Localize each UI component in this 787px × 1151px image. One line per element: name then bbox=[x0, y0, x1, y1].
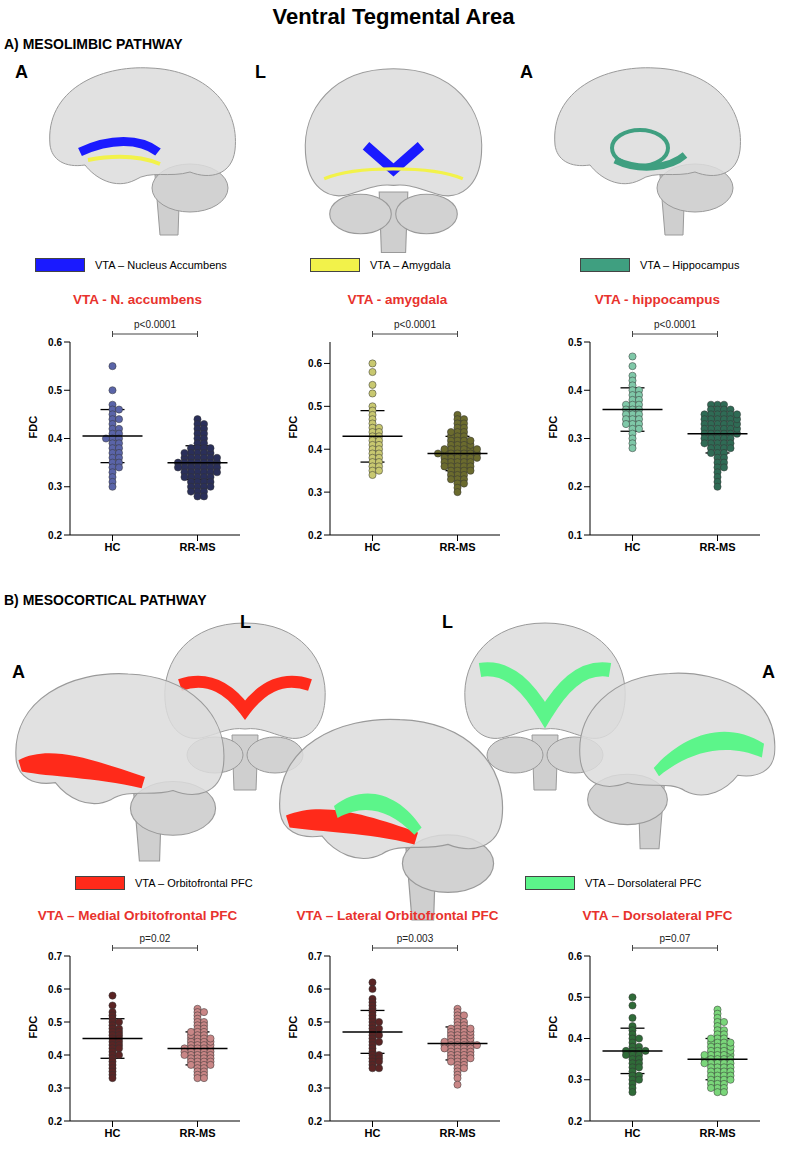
svg-text:FDC: FDC bbox=[287, 1016, 299, 1039]
svg-text:0.6: 0.6 bbox=[48, 984, 62, 995]
svg-text:HC: HC bbox=[365, 541, 381, 553]
svg-text:0.2: 0.2 bbox=[308, 530, 322, 541]
svg-text:0.5: 0.5 bbox=[568, 337, 582, 348]
html-text:VTA – Hippocampus: VTA – Hippocampus bbox=[640, 259, 740, 271]
html-text:VTA – Orbitofrontal PFC: VTA – Orbitofrontal PFC bbox=[135, 877, 253, 889]
svg-text:p<0.0001: p<0.0001 bbox=[394, 319, 436, 330]
svg-text:0.1: 0.1 bbox=[568, 530, 582, 541]
svg-text:0.3: 0.3 bbox=[48, 1083, 62, 1094]
html-text:VTA – Medial Orbitofrontal PFC: VTA – Medial Orbitofrontal PFC bbox=[37, 908, 238, 923]
svg-text:0.3: 0.3 bbox=[48, 481, 62, 492]
svg-text:0.4: 0.4 bbox=[48, 1050, 62, 1061]
html-text:B) MESOCORTICAL PATHWAY: B) MESOCORTICAL PATHWAY bbox=[4, 592, 207, 608]
svg-text:FDC: FDC bbox=[287, 416, 299, 439]
svg-text:0.2: 0.2 bbox=[48, 1116, 62, 1127]
svg-text:0.5: 0.5 bbox=[48, 385, 62, 396]
svg-text:0.4: 0.4 bbox=[568, 385, 582, 396]
svg-text:FDC: FDC bbox=[547, 1016, 559, 1039]
svg-text:0.6: 0.6 bbox=[48, 337, 62, 348]
svg-text:RR-MS: RR-MS bbox=[179, 541, 215, 553]
svg-text:0.6: 0.6 bbox=[568, 951, 582, 962]
svg-text:p=0.003: p=0.003 bbox=[397, 933, 434, 944]
svg-text:RR-MS: RR-MS bbox=[699, 1127, 735, 1139]
svg-text:0.5: 0.5 bbox=[308, 401, 322, 412]
svg-text:p<0.0001: p<0.0001 bbox=[654, 319, 696, 330]
svg-text:p=0.02: p=0.02 bbox=[140, 933, 171, 944]
svg-text:HC: HC bbox=[365, 1127, 381, 1139]
svg-text:0.3: 0.3 bbox=[308, 487, 322, 498]
svg-text:FDC: FDC bbox=[27, 416, 39, 439]
svg-text:0.2: 0.2 bbox=[308, 1116, 322, 1127]
html-text:A: A bbox=[12, 662, 25, 682]
svg-text:0.2: 0.2 bbox=[568, 481, 582, 492]
html-text:VTA - hippocampus: VTA - hippocampus bbox=[594, 292, 721, 307]
svg-text:0.7: 0.7 bbox=[308, 951, 322, 962]
svg-text:RR-MS: RR-MS bbox=[179, 1127, 215, 1139]
svg-text:p=0.07: p=0.07 bbox=[660, 933, 691, 944]
svg-text:0.4: 0.4 bbox=[308, 1050, 322, 1061]
svg-text:0.5: 0.5 bbox=[308, 1017, 322, 1028]
html-text:L: L bbox=[442, 612, 453, 632]
html-text:A: A bbox=[520, 62, 533, 82]
svg-text:HC: HC bbox=[625, 541, 641, 553]
svg-text:FDC: FDC bbox=[547, 416, 559, 439]
svg-text:HC: HC bbox=[625, 1127, 641, 1139]
html-text:VTA – Amygdala: VTA – Amygdala bbox=[370, 259, 451, 271]
html-text:VTA – Dorsolateral PFC: VTA – Dorsolateral PFC bbox=[582, 908, 733, 923]
html-text:L: L bbox=[240, 612, 251, 632]
svg-text:0.4: 0.4 bbox=[308, 444, 322, 455]
svg-text:0.3: 0.3 bbox=[568, 433, 582, 444]
html-text:A: A bbox=[15, 62, 28, 82]
svg-text:0.3: 0.3 bbox=[308, 1083, 322, 1094]
svg-text:0.4: 0.4 bbox=[48, 433, 62, 444]
html-text:VTA - N. accumbens: VTA - N. accumbens bbox=[73, 292, 202, 307]
svg-text:0.5: 0.5 bbox=[48, 1017, 62, 1028]
html-text:A) MESOLIMBIC PATHWAY: A) MESOLIMBIC PATHWAY bbox=[4, 36, 183, 52]
html-text:Ventral Tegmental Area: Ventral Tegmental Area bbox=[272, 4, 515, 29]
svg-text:FDC: FDC bbox=[27, 1016, 39, 1039]
html-text:L: L bbox=[255, 62, 266, 82]
html-text:VTA – Dorsolateral PFC: VTA – Dorsolateral PFC bbox=[585, 877, 702, 889]
svg-text:RR-MS: RR-MS bbox=[699, 541, 735, 553]
svg-text:0.3: 0.3 bbox=[568, 1074, 582, 1085]
svg-text:RR-MS: RR-MS bbox=[439, 1127, 475, 1139]
svg-text:0.6: 0.6 bbox=[308, 358, 322, 369]
svg-text:HC: HC bbox=[105, 1127, 121, 1139]
html-text:A: A bbox=[762, 662, 775, 682]
svg-text:p<0.0001: p<0.0001 bbox=[134, 319, 176, 330]
svg-text:0.5: 0.5 bbox=[568, 992, 582, 1003]
html-text:VTA – Nucleus Accumbens: VTA – Nucleus Accumbens bbox=[95, 259, 227, 271]
html-text:VTA – Lateral Orbitofrontal PF: VTA – Lateral Orbitofrontal PFC bbox=[296, 908, 499, 923]
svg-text:HC: HC bbox=[105, 541, 121, 553]
html-text:VTA - amygdala: VTA - amygdala bbox=[347, 292, 448, 307]
svg-text:0.6: 0.6 bbox=[308, 984, 322, 995]
svg-text:RR-MS: RR-MS bbox=[439, 541, 475, 553]
svg-text:0.7: 0.7 bbox=[48, 951, 62, 962]
svg-text:0.2: 0.2 bbox=[48, 530, 62, 541]
svg-text:0.4: 0.4 bbox=[568, 1033, 582, 1044]
svg-text:0.2: 0.2 bbox=[568, 1116, 582, 1127]
